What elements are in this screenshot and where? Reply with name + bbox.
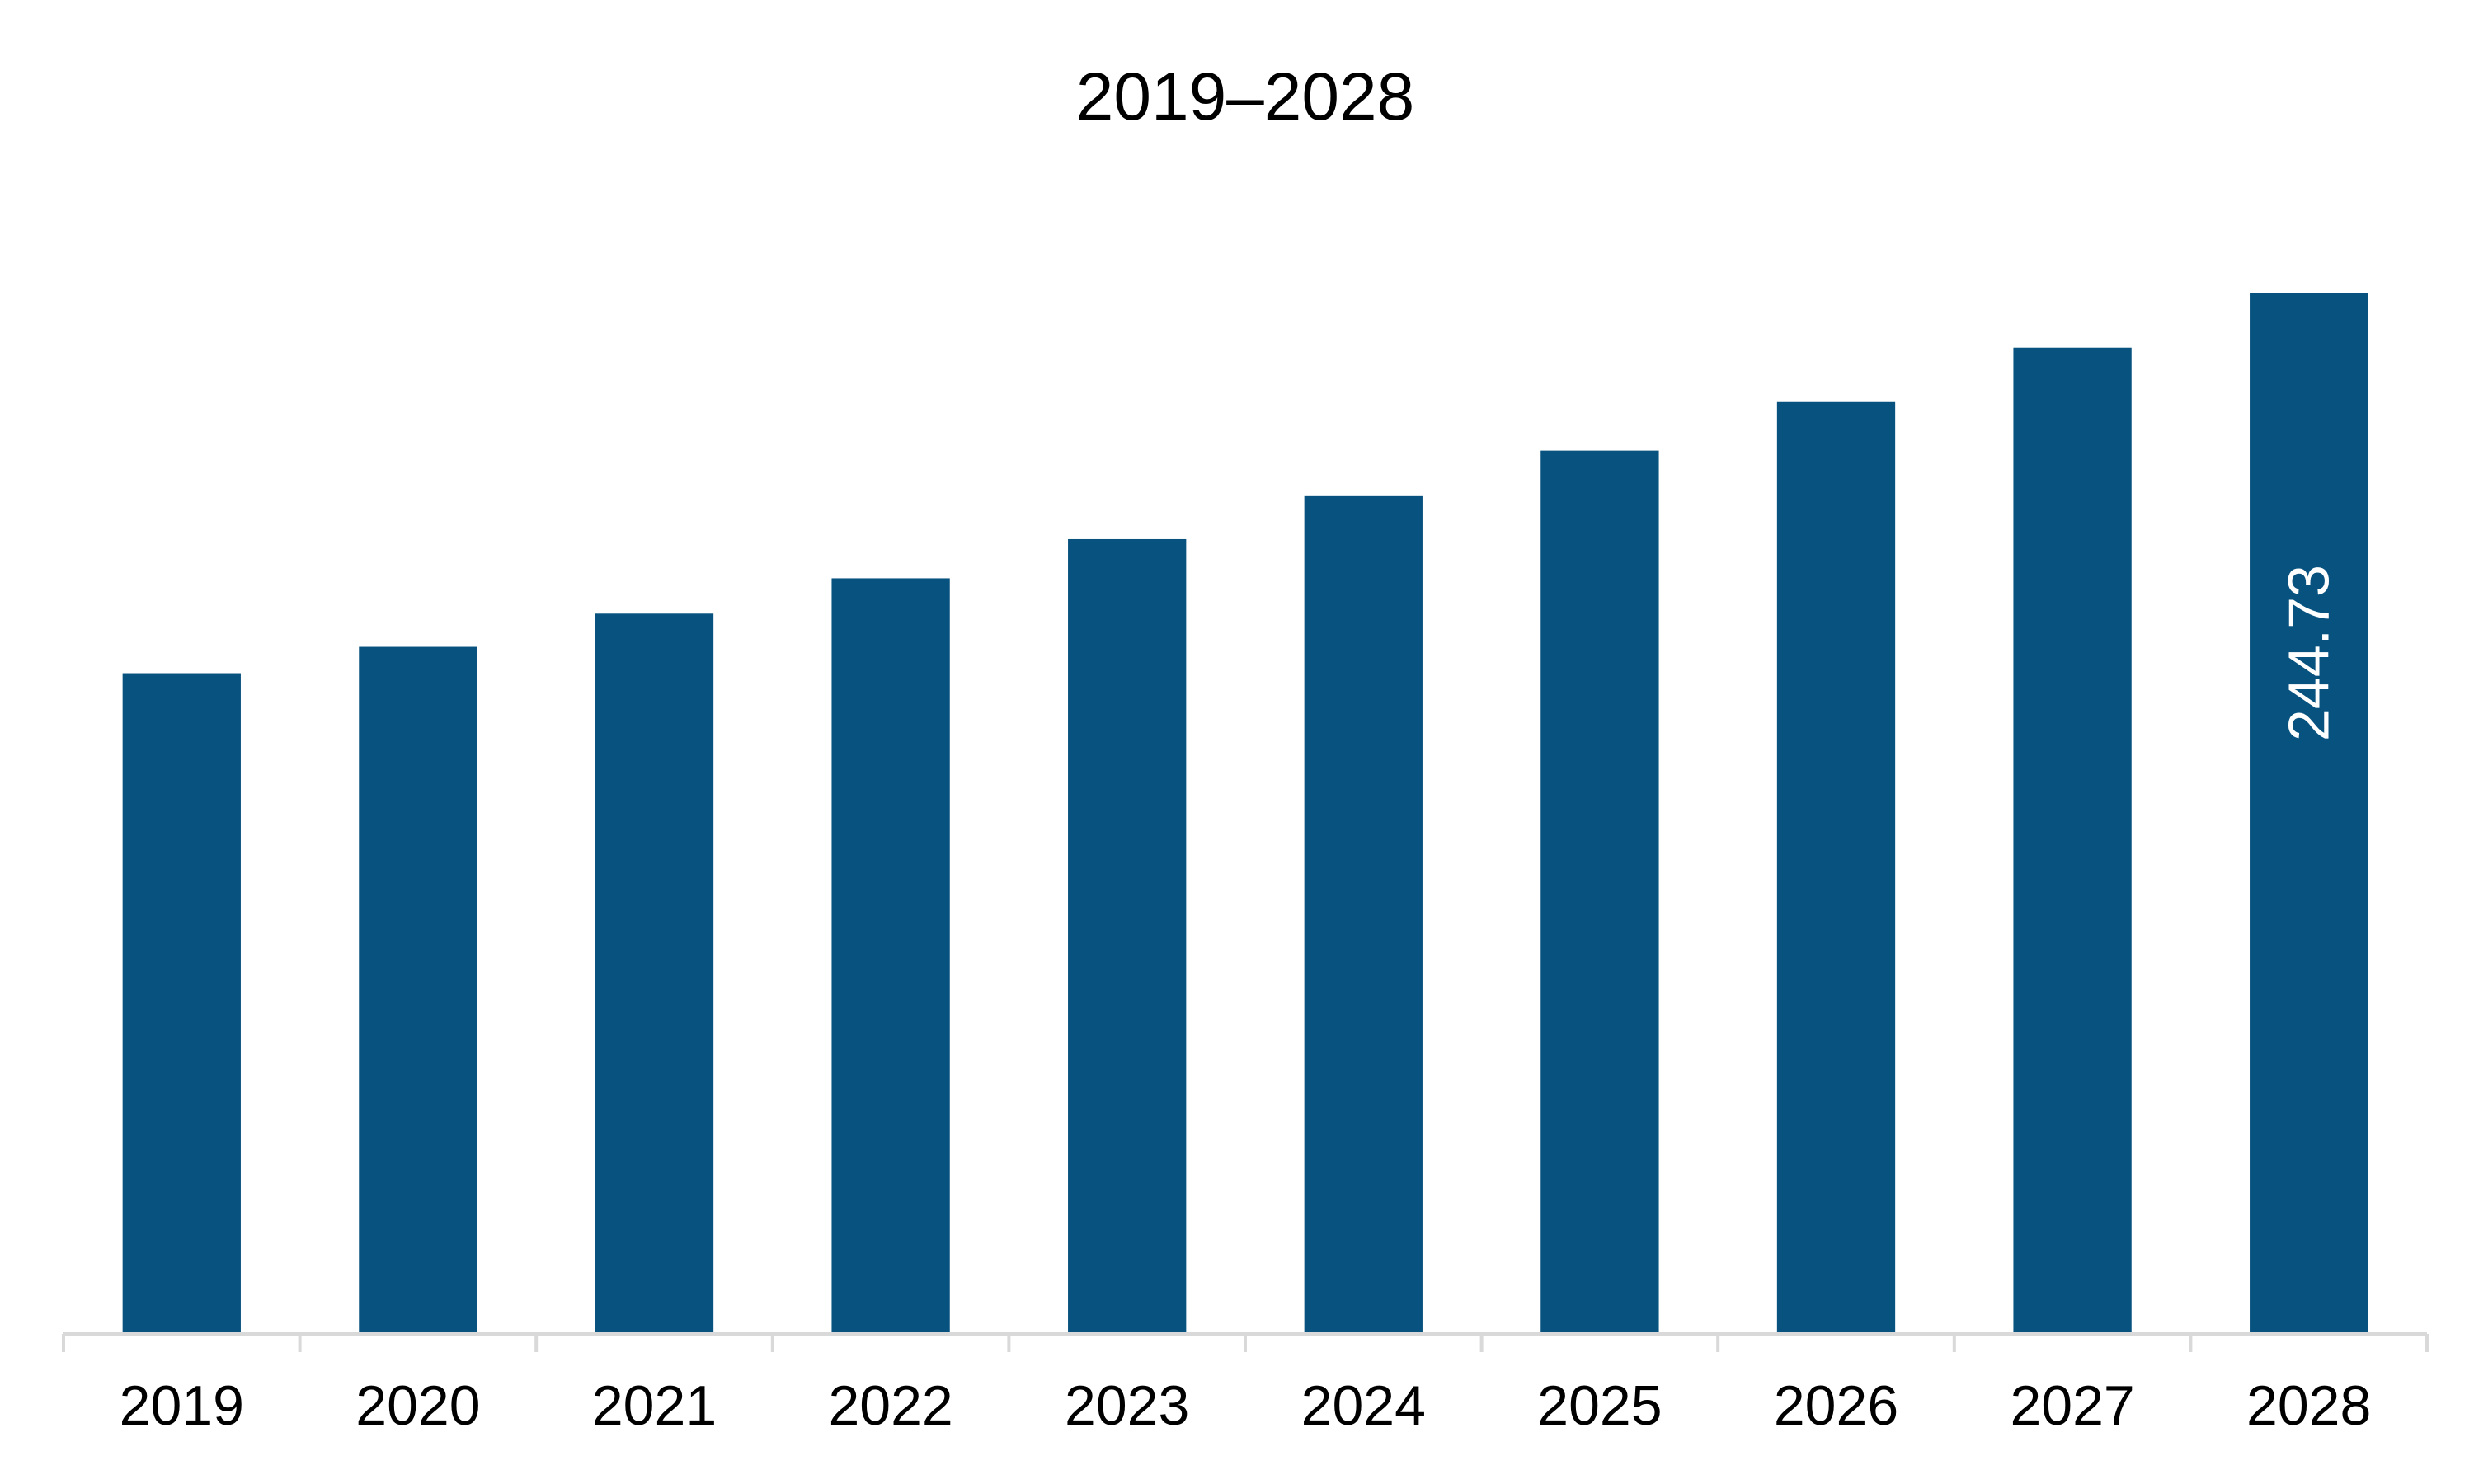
chart-title: 2019–2028	[1076, 59, 1414, 134]
x-tick-label-2026: 2026	[1774, 1374, 1898, 1437]
bar-2022	[831, 578, 950, 1334]
data-label-2028: 244.73	[2277, 565, 2341, 741]
x-tick-label-2020: 2020	[355, 1374, 480, 1437]
bar-2023	[1068, 538, 1187, 1334]
bar-2019	[122, 673, 241, 1334]
x-tick-label-2023: 2023	[1065, 1374, 1189, 1437]
x-tick-label-2019: 2019	[120, 1374, 244, 1437]
x-tick-label-2028: 2028	[2246, 1374, 2371, 1437]
x-tick-label-2027: 2027	[2010, 1374, 2134, 1437]
bar-2027	[2013, 347, 2132, 1334]
data-labels: 244.73	[2277, 565, 2341, 741]
bars-layer	[122, 293, 2368, 1335]
bar-2025	[1540, 450, 1659, 1334]
x-tick-label-2022: 2022	[828, 1374, 952, 1437]
x-tick-label-2024: 2024	[1301, 1374, 1426, 1437]
bar-2021	[595, 613, 714, 1334]
x-axis-tick-labels: 2019 2020 2021 2022 2023 2024 2025 2026 2027 2028	[120, 1374, 2372, 1437]
x-tick-label-2021: 2021	[592, 1374, 717, 1437]
bar-2026	[1776, 401, 1896, 1335]
bar-2028	[2250, 293, 2368, 1334]
x-tick-label-2025: 2025	[1537, 1374, 1662, 1437]
bar-2024	[1304, 495, 1423, 1334]
x-axis-ticks	[62, 1334, 2429, 1352]
bar-2020	[359, 646, 477, 1334]
